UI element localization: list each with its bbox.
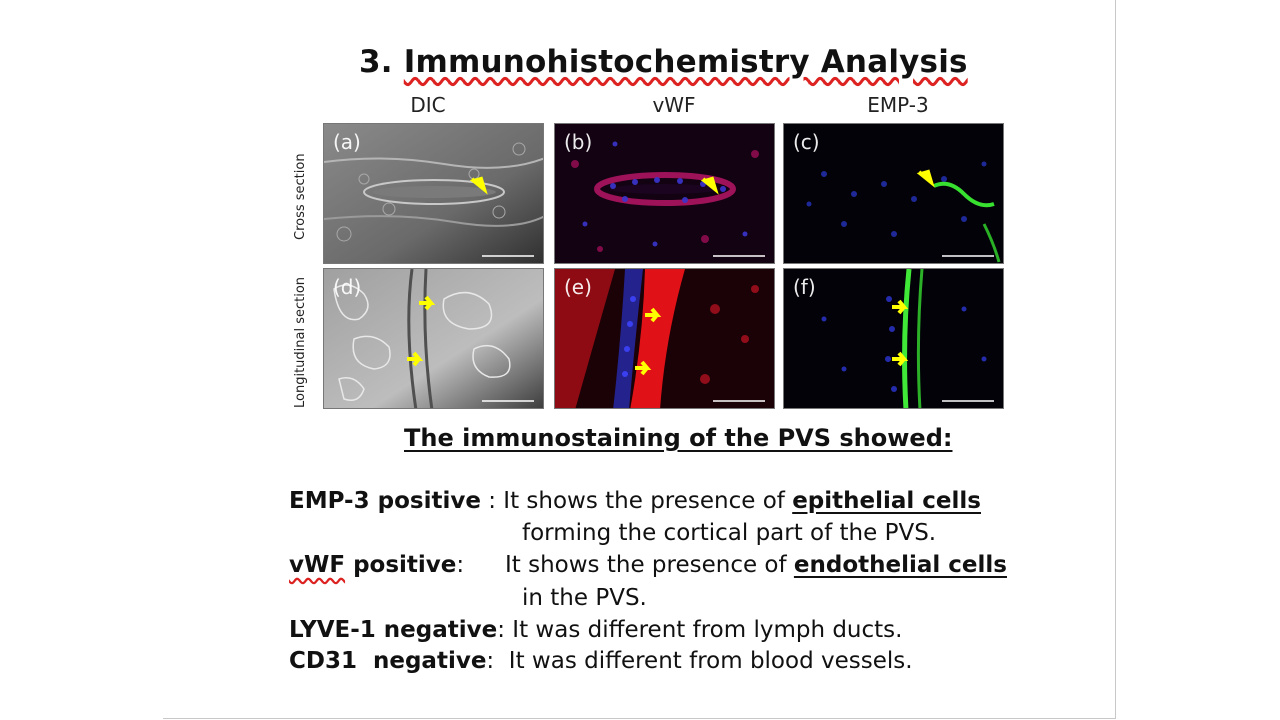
panel-d: (d): [323, 268, 544, 409]
vwf-sep: :: [456, 552, 465, 578]
panel-c: (c): [783, 123, 1004, 264]
vwf-text: It shows the presence of: [505, 552, 794, 578]
row-label-longitudinal: Longitudinal section: [293, 276, 308, 408]
emp3-label: EMP-3 positive: [289, 488, 481, 514]
finding-lyve1: LYVE-1 negative: It was different from l…: [289, 617, 902, 643]
lyve1-label: LYVE-1 negative: [289, 617, 498, 643]
finding-vwf-body: It shows the presence of endothelial cel…: [505, 552, 1007, 578]
panel-letter-b: (b): [564, 130, 593, 154]
finding-cd31: CD31 negative: It was different from blo…: [289, 648, 913, 674]
panel-e: (e): [554, 268, 775, 409]
emp3-text: It shows the presence of: [503, 488, 793, 514]
cd31-text: It was different from blood vessels.: [508, 648, 913, 674]
title-text: Immunohistochemistry Analysis: [403, 44, 968, 80]
vwf-highlight: endothelial cells: [793, 552, 1007, 578]
cd31-label: CD31 negative: [289, 648, 487, 674]
column-header-dic: DIC: [410, 93, 446, 117]
panel-letter-e: (e): [564, 275, 592, 299]
column-header-emp3: EMP-3: [867, 93, 929, 117]
dic-cross-section-micrograph-icon: [324, 124, 543, 263]
finding-emp3-continuation: forming the cortical part of the PVS.: [522, 520, 937, 546]
finding-emp3: EMP-3 positive : It shows the presence o…: [289, 488, 981, 514]
finding-vwf-continuation: in the PVS.: [522, 585, 647, 611]
dic-longitudinal-micrograph-icon: [324, 269, 543, 408]
title-number: 3.: [359, 44, 393, 80]
panel-a: (a): [323, 123, 544, 264]
panel-letter-a: (a): [333, 130, 361, 154]
lyve1-sep: :: [497, 617, 513, 643]
panel-letter-c: (c): [793, 130, 820, 154]
vwf-label-b: positive: [345, 552, 457, 578]
panel-f: (f): [783, 268, 1004, 409]
section-subtitle: The immunostaining of the PVS showed:: [404, 424, 953, 452]
panel-letter-d: (d): [333, 275, 362, 299]
vwf-cross-section-micrograph-icon: [555, 124, 774, 263]
vwf-longitudinal-micrograph-icon: [555, 269, 774, 408]
emp3-cross-section-micrograph-icon: [784, 124, 1003, 263]
emp3-sep: :: [480, 488, 504, 514]
column-header-vwf: vWF: [652, 93, 696, 117]
emp3-highlight: epithelial cells: [792, 488, 981, 514]
panel-letter-f: (f): [793, 275, 816, 299]
emp3-longitudinal-micrograph-icon: [784, 269, 1003, 408]
slide-title: 3. Immunohistochemistry Analysis: [359, 44, 968, 80]
lyve1-text: It was different from lymph ducts.: [512, 617, 903, 643]
panel-b: (b): [554, 123, 775, 264]
cd31-sep: :: [486, 648, 509, 674]
row-label-cross: Cross section: [293, 153, 308, 240]
finding-vwf: vWF positive:: [289, 552, 464, 578]
vwf-label-a: vWF: [289, 552, 346, 578]
